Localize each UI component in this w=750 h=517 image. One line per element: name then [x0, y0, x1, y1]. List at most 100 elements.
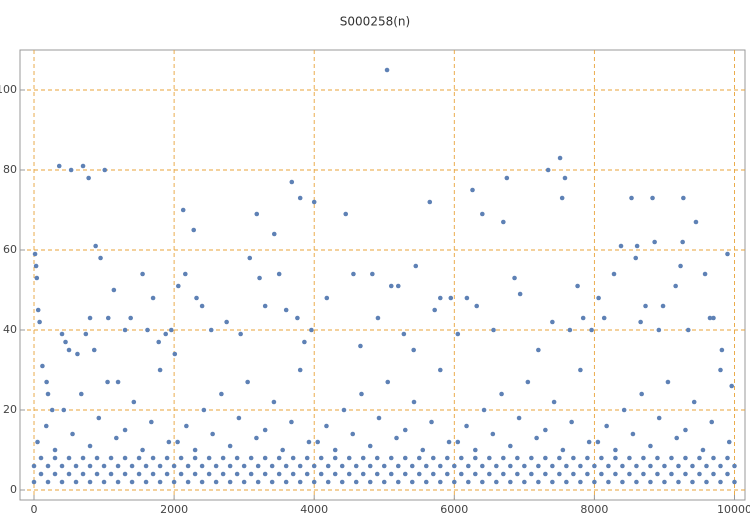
point — [304, 471, 310, 477]
point — [78, 391, 84, 397]
point — [185, 479, 191, 485]
point — [504, 175, 510, 181]
point — [525, 379, 531, 385]
point — [437, 367, 443, 373]
point — [192, 455, 198, 461]
point — [430, 471, 436, 477]
point — [80, 455, 86, 461]
point — [613, 455, 618, 461]
point — [725, 471, 730, 477]
point — [384, 67, 390, 73]
point — [108, 471, 114, 477]
point — [430, 455, 436, 461]
point — [248, 455, 254, 461]
point — [690, 463, 695, 469]
point — [627, 471, 632, 477]
point — [451, 463, 457, 469]
point — [711, 315, 716, 321]
point — [318, 471, 324, 477]
point — [297, 479, 303, 485]
point — [353, 463, 359, 469]
point — [185, 463, 191, 469]
point — [360, 471, 366, 477]
point — [45, 391, 51, 397]
point — [697, 455, 702, 461]
point — [643, 303, 648, 309]
point — [73, 463, 79, 469]
point — [395, 283, 401, 289]
point — [157, 479, 163, 485]
point — [128, 315, 133, 321]
point — [241, 463, 247, 469]
point — [480, 479, 485, 485]
point — [599, 471, 604, 477]
point — [508, 443, 513, 449]
point — [192, 447, 198, 453]
point — [596, 295, 601, 301]
point — [707, 315, 713, 321]
point — [388, 455, 394, 461]
point — [480, 211, 485, 217]
point — [75, 351, 80, 357]
y-tick-label: 40 — [3, 323, 17, 336]
point — [466, 479, 471, 485]
point — [341, 407, 347, 413]
point — [567, 327, 573, 333]
point — [656, 327, 662, 333]
point — [59, 331, 65, 337]
point — [44, 379, 49, 385]
point — [633, 255, 639, 261]
point — [93, 243, 98, 249]
point — [613, 471, 618, 477]
point — [234, 455, 240, 461]
point — [578, 479, 583, 485]
point — [178, 471, 184, 477]
point — [86, 175, 91, 181]
point — [325, 479, 331, 485]
point — [32, 251, 38, 257]
point — [262, 427, 268, 433]
point — [529, 471, 534, 477]
point — [201, 407, 207, 413]
point — [184, 423, 189, 429]
point — [585, 455, 590, 461]
point — [606, 463, 611, 469]
point — [490, 431, 496, 437]
point — [595, 439, 601, 445]
point — [534, 435, 539, 441]
point — [257, 275, 262, 281]
point — [655, 471, 660, 477]
point — [374, 455, 380, 461]
point — [638, 319, 643, 325]
point — [33, 263, 39, 269]
point — [437, 295, 443, 301]
point — [627, 455, 632, 461]
point — [508, 479, 513, 485]
point — [87, 479, 93, 485]
point — [550, 463, 555, 469]
point — [115, 379, 121, 385]
point — [630, 431, 636, 437]
point — [704, 479, 709, 485]
x-tick-label: 0 — [31, 503, 38, 516]
point — [580, 315, 586, 321]
point — [709, 419, 715, 425]
point — [459, 471, 464, 477]
point — [437, 463, 443, 469]
point — [423, 479, 429, 485]
y-tick-label: 20 — [3, 403, 17, 416]
point — [726, 439, 732, 445]
point — [700, 447, 706, 453]
point — [557, 155, 563, 161]
point — [343, 211, 349, 217]
point — [66, 455, 72, 461]
point — [693, 219, 699, 225]
point — [38, 455, 44, 461]
point — [394, 435, 399, 441]
x-tick-label: 4000 — [300, 503, 328, 516]
point — [729, 383, 734, 389]
point — [634, 463, 639, 469]
point — [512, 275, 517, 281]
point — [66, 471, 72, 477]
